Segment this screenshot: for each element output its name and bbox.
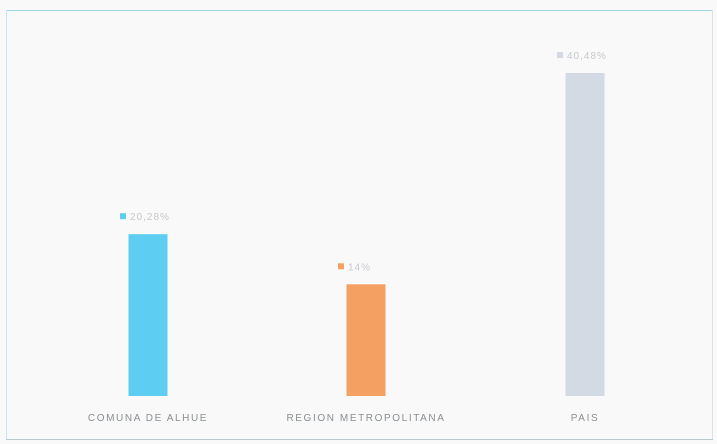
data-label-3: 40,48% [567, 51, 607, 62]
x-tick-label-1: COMUNA DE ALHUE [88, 413, 208, 424]
data-label-marker-2 [338, 263, 344, 270]
frame-bottom-border [6, 439, 713, 440]
bar-2 [346, 284, 386, 396]
bar-3 [565, 73, 605, 396]
data-label-marker-1 [120, 213, 126, 220]
data-label-2: 14% [348, 262, 371, 273]
x-tick-label-2: REGION METROPOLITANA [286, 413, 445, 424]
x-tick-label-3: PAIS [571, 413, 599, 424]
bar-1 [128, 234, 168, 396]
frame-right-border [712, 10, 713, 440]
data-label-marker-3 [557, 52, 563, 58]
frame-left-border [6, 10, 7, 440]
frame-top-border [6, 10, 713, 11]
data-label-1: 20,28% [130, 212, 170, 223]
